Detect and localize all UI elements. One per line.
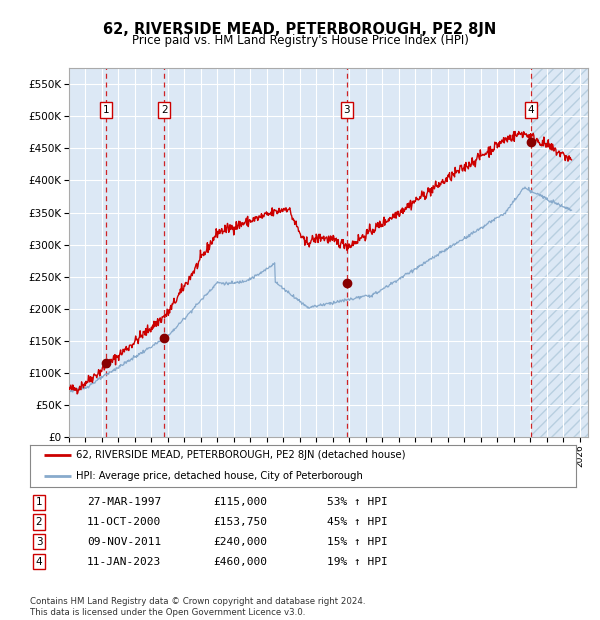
Text: 45% ↑ HPI: 45% ↑ HPI	[327, 517, 388, 527]
Text: Price paid vs. HM Land Registry's House Price Index (HPI): Price paid vs. HM Land Registry's House …	[131, 34, 469, 47]
Text: 3: 3	[35, 537, 43, 547]
Text: 11-JAN-2023: 11-JAN-2023	[87, 557, 161, 567]
Text: 2: 2	[161, 105, 167, 115]
Text: 1: 1	[35, 497, 43, 507]
Text: 62, RIVERSIDE MEAD, PETERBOROUGH, PE2 8JN (detached house): 62, RIVERSIDE MEAD, PETERBOROUGH, PE2 8J…	[76, 450, 406, 460]
Text: 15% ↑ HPI: 15% ↑ HPI	[327, 537, 388, 547]
Text: 3: 3	[343, 105, 350, 115]
Text: 09-NOV-2011: 09-NOV-2011	[87, 537, 161, 547]
Text: 11-OCT-2000: 11-OCT-2000	[87, 517, 161, 527]
Text: £460,000: £460,000	[213, 557, 267, 567]
Text: 53% ↑ HPI: 53% ↑ HPI	[327, 497, 388, 507]
Text: 4: 4	[527, 105, 535, 115]
Text: 27-MAR-1997: 27-MAR-1997	[87, 497, 161, 507]
Text: Contains HM Land Registry data © Crown copyright and database right 2024.
This d: Contains HM Land Registry data © Crown c…	[30, 598, 365, 617]
Bar	[531, 68, 588, 437]
Text: 2: 2	[35, 517, 43, 527]
Text: 4: 4	[35, 557, 43, 567]
Text: 62, RIVERSIDE MEAD, PETERBOROUGH, PE2 8JN: 62, RIVERSIDE MEAD, PETERBOROUGH, PE2 8J…	[103, 22, 497, 37]
Bar	[531, 68, 588, 437]
Text: 1: 1	[103, 105, 109, 115]
Text: HPI: Average price, detached house, City of Peterborough: HPI: Average price, detached house, City…	[76, 471, 363, 481]
Text: 19% ↑ HPI: 19% ↑ HPI	[327, 557, 388, 567]
Text: £115,000: £115,000	[213, 497, 267, 507]
Text: £153,750: £153,750	[213, 517, 267, 527]
Text: £240,000: £240,000	[213, 537, 267, 547]
Bar	[531, 68, 588, 437]
